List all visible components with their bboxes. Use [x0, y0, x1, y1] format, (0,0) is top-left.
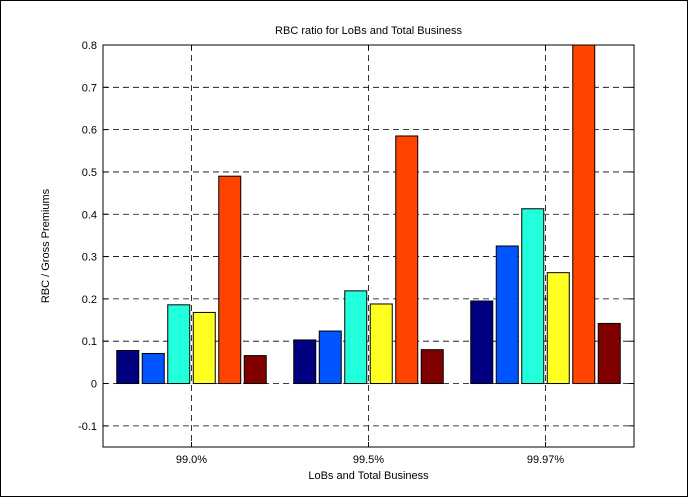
- y-axis-label: RBC / Gross Premiums: [40, 188, 52, 303]
- bar-1-1: [116, 350, 140, 385]
- y-tick-label: 0.6: [82, 125, 97, 137]
- bar-3-2: [495, 245, 519, 385]
- y-tick-label: 0.8: [82, 40, 97, 52]
- bar-2-3: [344, 290, 368, 385]
- bar-2-6: [420, 349, 444, 385]
- x-axis-label: LoBs and Total Business: [308, 470, 429, 482]
- x-tick-label: 99.5%: [353, 454, 384, 466]
- bar-3-3: [521, 208, 545, 385]
- bar-1-2: [141, 352, 165, 385]
- y-tick-label: 0.5: [82, 167, 97, 179]
- bar-2-4: [369, 303, 393, 385]
- grid: [103, 44, 634, 447]
- x-tick-label: 99.0%: [176, 454, 207, 466]
- y-tick-label: 0.2: [82, 294, 97, 306]
- y-tick-label: 0.1: [82, 336, 97, 348]
- bar-3-5: [572, 44, 596, 385]
- bar-3-6: [597, 322, 621, 385]
- bar-2-1: [293, 339, 317, 385]
- y-tick-label: 0.4: [82, 209, 97, 221]
- bar-1-5: [218, 175, 242, 385]
- bar-2-5: [395, 135, 419, 385]
- bars: [116, 44, 621, 385]
- bar-1-3: [167, 304, 191, 385]
- y-tick-label: -0.1: [78, 421, 97, 433]
- bar-1-6: [243, 355, 267, 385]
- bar-3-1: [470, 300, 494, 385]
- chart-title: RBC ratio for LoBs and Total Business: [275, 25, 462, 37]
- y-tick-label: 0.3: [82, 252, 97, 264]
- bar-2-2: [318, 330, 342, 385]
- y-tick-label: 0: [91, 379, 97, 391]
- bar-3-4: [546, 272, 570, 385]
- bar-1-4: [192, 311, 216, 385]
- x-tick-label: 99.97%: [527, 454, 565, 466]
- y-tick-label: 0.7: [82, 82, 97, 94]
- ticks: -0.1 0 0.1 0.2 0.3 0.4 0.5 0.6 0.7 0.8 99.0% 99.5% 9…: [78, 40, 634, 466]
